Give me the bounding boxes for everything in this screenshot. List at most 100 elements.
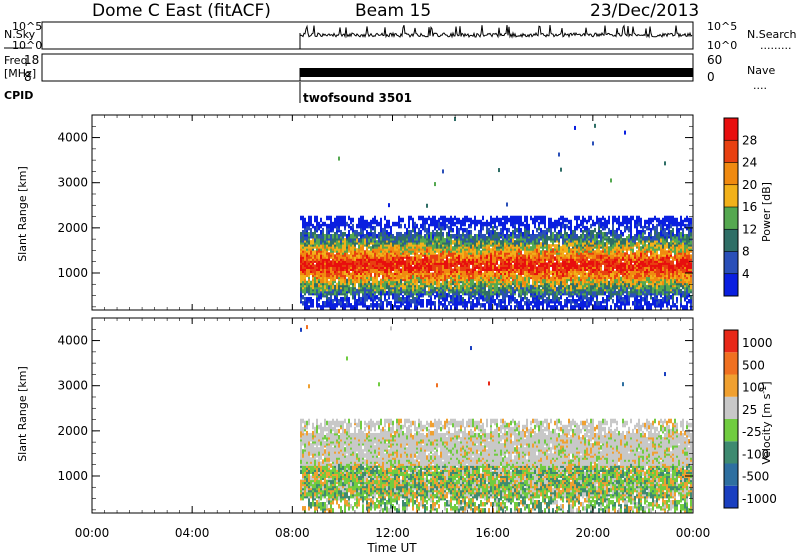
power-cell — [514, 234, 516, 239]
power-cell — [414, 231, 416, 237]
power-cell — [612, 299, 614, 304]
power-cell — [320, 254, 322, 259]
power-cell — [352, 217, 354, 223]
power-cell — [552, 280, 554, 286]
power-cell — [492, 236, 494, 241]
power-cell — [570, 225, 572, 231]
power-cell — [346, 252, 348, 257]
power-cell — [348, 296, 350, 302]
power-cell — [580, 238, 582, 243]
power-cell — [554, 219, 556, 225]
power-cell — [420, 303, 422, 308]
power-cell — [604, 290, 606, 296]
power-cell — [520, 236, 522, 241]
power-cell — [362, 299, 364, 304]
power-cell — [388, 274, 390, 280]
nsky-line — [299, 24, 693, 49]
power-cell — [306, 280, 308, 286]
power-cell — [372, 305, 374, 310]
power-cell — [358, 250, 360, 255]
power-cell — [392, 234, 394, 239]
power-cell — [318, 286, 320, 292]
power-cell — [484, 270, 486, 276]
power-cell — [476, 296, 478, 302]
power-cell — [570, 219, 572, 225]
power-cell — [528, 223, 530, 229]
power-cell — [506, 234, 508, 239]
power-cell — [350, 303, 352, 308]
power-cell — [542, 219, 544, 225]
power-cell — [610, 260, 612, 265]
power-cell — [530, 301, 532, 306]
power-cell — [464, 266, 466, 272]
power-cell — [376, 234, 378, 239]
power-cell — [460, 248, 462, 253]
power-cell — [484, 296, 486, 302]
power-cell — [426, 258, 428, 263]
power-cell — [364, 250, 366, 255]
power-cell — [608, 215, 610, 221]
power-cell — [416, 246, 418, 251]
power-cell — [396, 280, 398, 286]
power-cell — [492, 299, 494, 304]
power-cell — [588, 301, 590, 306]
power-cell — [428, 299, 430, 304]
station-title: Dome C East (fitACF) — [92, 1, 271, 21]
power-cell — [370, 282, 372, 288]
power-cell — [586, 256, 588, 261]
power-cell — [384, 223, 386, 229]
power-cell — [384, 294, 386, 300]
power-cell — [520, 282, 522, 288]
power-cell — [546, 262, 548, 267]
power-cell — [500, 217, 502, 223]
power-cell — [456, 274, 458, 280]
power-cell — [420, 270, 422, 276]
power-cell — [562, 244, 564, 249]
power-cell — [446, 223, 448, 229]
power-cell — [344, 238, 346, 243]
power-cell — [344, 215, 346, 221]
power-cell — [602, 215, 604, 221]
power-cell — [302, 301, 304, 306]
power-cell — [582, 215, 584, 221]
power-cell — [448, 246, 450, 251]
power-cell — [328, 301, 330, 306]
power-cell — [528, 262, 530, 267]
power-cell — [412, 227, 414, 233]
power-cell — [302, 294, 304, 300]
power-cell — [428, 262, 430, 267]
power-cell — [494, 229, 496, 235]
power-cell — [608, 250, 610, 255]
power-cell — [424, 290, 426, 296]
power-cell — [514, 278, 516, 284]
nsky-label: N.Sky — [4, 28, 36, 41]
power-cell — [444, 219, 446, 225]
power-cell — [316, 225, 318, 231]
power-cell — [602, 296, 604, 302]
power-cell — [468, 254, 470, 259]
power-cell — [308, 305, 310, 310]
power-cell — [480, 294, 482, 300]
power-cell — [414, 225, 416, 231]
power-cell — [606, 219, 608, 225]
power-cell — [614, 270, 616, 276]
power-cell — [314, 215, 316, 221]
power-cell — [482, 303, 484, 308]
power-cell — [504, 260, 506, 265]
power-cell — [364, 303, 366, 308]
power-cell — [388, 284, 390, 290]
power-cell — [476, 219, 478, 225]
power-cells — [300, 117, 692, 310]
power-cell — [586, 229, 588, 235]
power-cell — [374, 219, 376, 225]
power-cell — [398, 272, 400, 278]
power-cell — [596, 219, 598, 225]
power-cell — [554, 244, 556, 249]
power-cell — [386, 264, 388, 269]
power-cell — [460, 299, 462, 304]
power-cell — [602, 290, 604, 296]
power-cell — [606, 276, 608, 282]
power-cell — [476, 276, 478, 282]
power-cell — [558, 270, 560, 276]
power-cell — [482, 221, 484, 227]
